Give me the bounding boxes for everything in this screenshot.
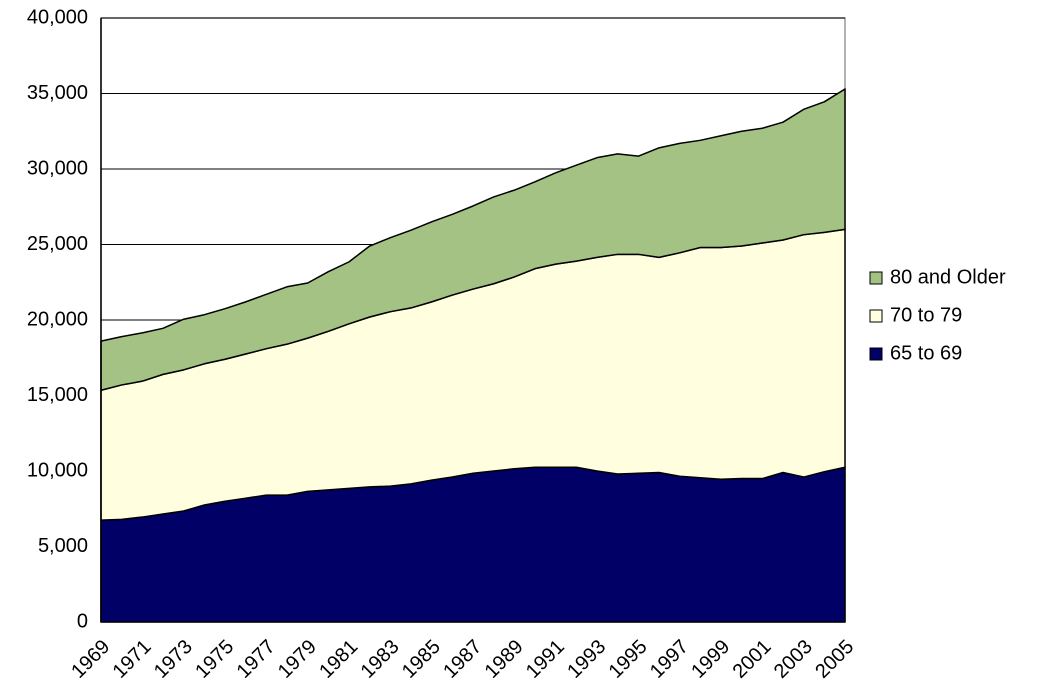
x-tick-label: 1971 (109, 636, 156, 683)
x-tick-label: 2001 (729, 636, 776, 683)
legend-swatch (869, 271, 883, 285)
x-tick-label: 1985 (398, 636, 445, 683)
x-tick-label: 2005 (811, 636, 858, 683)
x-tick-label: 1993 (563, 636, 610, 683)
x-tick-label: 1981 (315, 636, 362, 683)
x-tick-label: 1997 (646, 636, 693, 683)
y-tick-label: 35,000 (27, 82, 88, 104)
legend-swatch (869, 347, 883, 361)
x-tick-label: 1983 (357, 636, 404, 683)
y-tick-label: 30,000 (27, 157, 88, 179)
x-tick-label: 1999 (687, 636, 734, 683)
x-tick-label: 1987 (439, 636, 486, 683)
y-tick-label: 20,000 (27, 308, 88, 330)
area (100, 88, 846, 391)
y-tick-label: 25,000 (27, 233, 88, 255)
x-tick-label: 1973 (150, 636, 197, 683)
y-tick-label: 10,000 (27, 459, 88, 481)
legend-label: 65 to 69 (890, 342, 962, 364)
y-tick-label: 15,000 (27, 384, 88, 406)
x-tick-label: 1991 (522, 636, 569, 683)
legend-label: 70 to 79 (890, 304, 962, 326)
x-tick-label: 1977 (233, 636, 280, 683)
x-tick-label: 1979 (274, 636, 321, 683)
legend-swatch (869, 309, 883, 323)
x-tick-label: 1989 (481, 636, 528, 683)
y-tick-label: 40,000 (27, 6, 88, 28)
x-tick-label: 2003 (770, 636, 817, 683)
legend-label: 80 and Older (890, 266, 1006, 288)
x-tick-label: 1975 (191, 636, 238, 683)
y-tick-label: 0 (77, 610, 88, 632)
x-tick-label: 1995 (605, 636, 652, 683)
x-tick-label: 1969 (67, 636, 114, 683)
y-tick-label: 5,000 (38, 535, 88, 557)
